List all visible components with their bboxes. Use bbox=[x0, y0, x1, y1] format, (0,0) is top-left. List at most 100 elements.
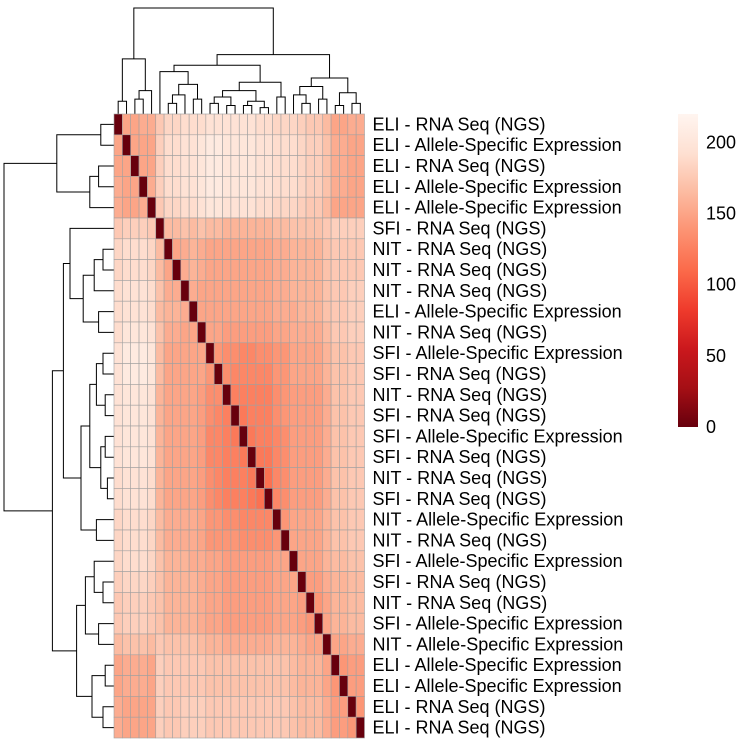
heatmap-cell bbox=[272, 321, 282, 344]
dendrogram-branch bbox=[310, 77, 349, 93]
heatmap-cell bbox=[163, 550, 173, 572]
heatmap-cell bbox=[222, 280, 232, 302]
heatmap-cell bbox=[188, 384, 198, 406]
heatmap-cell bbox=[205, 696, 215, 718]
dendrogram-branch bbox=[89, 175, 114, 209]
heatmap-cell bbox=[113, 363, 123, 385]
heatmap-cell bbox=[230, 571, 240, 593]
heatmap-cell bbox=[339, 696, 349, 718]
dendrogram-branch bbox=[276, 96, 286, 114]
heatmap-cell bbox=[255, 467, 265, 489]
heatmap-cell bbox=[355, 633, 365, 656]
heatmap-cell bbox=[113, 280, 123, 302]
heatmap-cell bbox=[130, 300, 140, 323]
heatmap-cell bbox=[205, 384, 215, 406]
heatmap-cell bbox=[238, 238, 248, 260]
heatmap-cell bbox=[197, 134, 207, 156]
heatmap-cell bbox=[147, 363, 157, 385]
heatmap-cell bbox=[355, 300, 365, 323]
heatmap-cell bbox=[163, 716, 173, 739]
dendrogram-branch bbox=[102, 248, 114, 271]
heatmap-cell bbox=[305, 155, 315, 177]
heatmap-cell bbox=[238, 342, 248, 364]
heatmap-cell bbox=[339, 176, 349, 198]
heatmap-cell bbox=[297, 196, 307, 219]
heatmap-cell bbox=[305, 259, 315, 281]
heatmap-cell bbox=[138, 592, 148, 614]
heatmap-cell bbox=[255, 488, 265, 510]
heatmap-cell bbox=[138, 446, 148, 468]
heatmap-cell bbox=[205, 612, 215, 635]
dendrogram-branch bbox=[117, 100, 128, 114]
dendrogram-branch bbox=[242, 105, 253, 114]
heatmap-cell bbox=[355, 592, 365, 614]
heatmap-cell bbox=[130, 363, 140, 385]
heatmap-cell bbox=[230, 675, 240, 697]
heatmap-cell bbox=[339, 675, 349, 697]
heatmap-cell bbox=[297, 592, 307, 614]
heatmap-cell bbox=[280, 446, 290, 468]
heatmap-cell bbox=[305, 654, 315, 676]
heatmap-cell bbox=[272, 259, 282, 281]
heatmap-cell bbox=[297, 675, 307, 697]
heatmap-cell bbox=[347, 321, 357, 344]
heatmap-cell bbox=[113, 425, 123, 448]
row-label: ELI - RNA Seq (NGS) bbox=[373, 718, 546, 738]
row-label: SFI - Allele-Specific Expression bbox=[373, 426, 623, 446]
heatmap-cell bbox=[172, 425, 182, 448]
heatmap-cell bbox=[255, 342, 265, 364]
heatmap-cell bbox=[230, 217, 240, 240]
heatmap-cell bbox=[222, 612, 232, 635]
heatmap-cell bbox=[213, 196, 223, 219]
dendrogram-branch bbox=[238, 81, 282, 98]
heatmap-cell bbox=[289, 696, 299, 718]
heatmap-cell bbox=[188, 321, 198, 344]
heatmap-cell bbox=[122, 571, 131, 593]
heatmap-cell bbox=[289, 404, 299, 427]
heatmap-cell bbox=[272, 716, 282, 739]
heatmap-cell bbox=[322, 363, 332, 385]
heatmap-cell bbox=[172, 363, 182, 385]
heatmap-cell bbox=[255, 675, 265, 697]
heatmap-cell bbox=[247, 113, 257, 136]
heatmap-cell bbox=[180, 342, 190, 364]
heatmap-cell bbox=[230, 654, 240, 676]
heatmap-cell bbox=[263, 176, 273, 198]
heatmap-cell bbox=[322, 280, 332, 302]
heatmap-cell bbox=[188, 363, 198, 385]
heatmap-cell bbox=[272, 300, 282, 323]
heatmap-cell bbox=[122, 675, 131, 697]
heatmap-cell bbox=[197, 467, 207, 489]
heatmap-cell bbox=[272, 467, 282, 489]
heatmap-cell bbox=[272, 633, 282, 656]
heatmap-cell bbox=[122, 696, 131, 718]
heatmap-cell bbox=[130, 196, 140, 219]
heatmap-cell bbox=[347, 654, 357, 676]
row-label: NIT - RNA Seq (NGS) bbox=[373, 530, 548, 550]
heatmap-cell bbox=[272, 508, 282, 531]
heatmap-cell bbox=[163, 675, 173, 697]
heatmap-cell bbox=[155, 155, 165, 177]
heatmap-cell bbox=[197, 217, 207, 240]
heatmap-cell bbox=[222, 592, 232, 614]
heatmap-cell bbox=[305, 217, 315, 240]
heatmap-cell bbox=[147, 592, 157, 614]
heatmap-cell bbox=[238, 696, 248, 718]
heatmap-cell bbox=[305, 113, 315, 136]
dendrogram-branch bbox=[192, 98, 203, 114]
heatmap-cell bbox=[289, 446, 299, 468]
heatmap-cell bbox=[222, 217, 232, 240]
heatmap-cell bbox=[355, 217, 365, 240]
heatmap-cell bbox=[155, 196, 165, 219]
dendrogram-branch bbox=[301, 102, 311, 114]
heatmap-cell bbox=[339, 592, 349, 614]
heatmap-cell bbox=[230, 716, 240, 739]
heatmap-cell bbox=[130, 342, 140, 364]
heatmap-cell bbox=[314, 550, 324, 572]
heatmap-cell bbox=[355, 508, 365, 531]
legend-colorbar bbox=[678, 114, 698, 427]
heatmap-cell bbox=[213, 508, 223, 531]
heatmap-cell bbox=[163, 238, 173, 260]
heatmap-cell bbox=[289, 716, 299, 739]
heatmap-cell bbox=[230, 113, 240, 136]
